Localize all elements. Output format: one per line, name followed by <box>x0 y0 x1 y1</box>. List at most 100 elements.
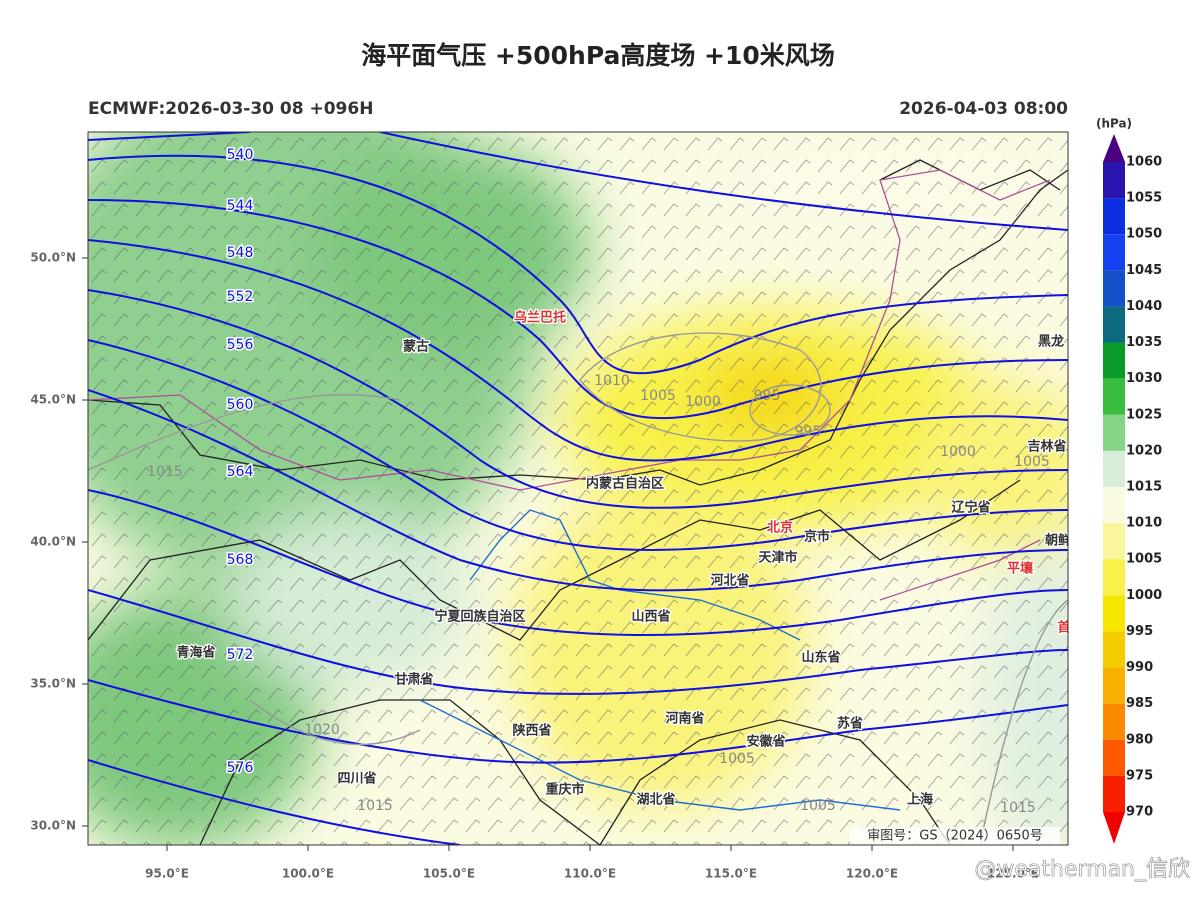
place-label: 内蒙古自治区 <box>586 476 664 492</box>
height-contour-label: 576 <box>227 760 254 776</box>
pressure-contour-label: 1015 <box>1000 800 1036 816</box>
height-contour-label: 540 <box>227 147 254 163</box>
lon-tick-label: 105.0°E <box>423 867 475 881</box>
height-contour-label: 572 <box>227 647 254 663</box>
pressure-contour-label: 1005 <box>800 798 836 814</box>
place-label: 河南省 <box>665 711 704 727</box>
colorbar-cap <box>1103 134 1125 162</box>
place-label: 上海 <box>907 792 933 808</box>
colorbar-segment <box>1103 450 1125 487</box>
pressure-contour-label: 1015 <box>147 464 183 480</box>
place-label: 河北省 <box>710 573 749 589</box>
height-contour-label: 560 <box>227 397 254 413</box>
place-label: 京市 <box>804 529 830 545</box>
place-label: 天津市 <box>758 550 797 566</box>
colorbar-segment <box>1103 270 1125 307</box>
pressure-contour-label: 1010 <box>594 373 630 389</box>
height-contour-label: 552 <box>227 289 254 305</box>
pressure-contour-label: 1000 <box>940 444 976 460</box>
colorbar-label: 1060 <box>1126 155 1162 170</box>
colorbar-segment <box>1103 775 1125 812</box>
pressure-contour-label: 995 <box>795 424 822 440</box>
place-label: 陕西省 <box>512 723 551 739</box>
colorbar-segment <box>1103 487 1125 524</box>
lat-tick-label: 45.0°N <box>30 393 76 407</box>
place-label: 青海省 <box>176 645 215 661</box>
colorbar-label: 1030 <box>1126 371 1162 386</box>
pressure-contour-label: 1020 <box>304 722 340 738</box>
colorbar-segment <box>1103 378 1125 415</box>
colorbar-label: 1040 <box>1126 299 1162 314</box>
pressure-contour-label: 1005 <box>719 751 755 767</box>
lat-tick-label: 40.0°N <box>30 535 76 549</box>
place-label: 黑龙 <box>1038 334 1064 350</box>
place-label: 乌兰巴托 <box>514 310 566 326</box>
place-label: 宁夏回族自治区 <box>434 609 525 625</box>
place-label: 平壤 <box>1007 561 1034 577</box>
lon-tick-label: 120.0°E <box>846 867 898 881</box>
lat-tick-label: 35.0°N <box>30 677 76 691</box>
colorbar-label: 995 <box>1126 624 1153 639</box>
pressure-contour-label: 1005 <box>1014 454 1050 470</box>
run-info: ECMWF:2026-03-30 08 +096H <box>88 99 373 119</box>
height-contour-label: 556 <box>227 337 254 353</box>
place-label: 首 <box>1057 620 1070 636</box>
review-number: 审图号：GS（2024）0650号 <box>867 829 1043 844</box>
colorbar-segment <box>1103 198 1125 235</box>
watermark: @weatherman_信欣 <box>974 857 1190 882</box>
height-contour-label: 544 <box>227 198 254 214</box>
pressure-contour-label: 1000 <box>685 394 721 410</box>
colorbar-segment <box>1103 234 1125 271</box>
colorbar-segment <box>1103 414 1125 451</box>
map-frame <box>87 131 1069 846</box>
colorbar-segment <box>1103 523 1125 560</box>
lat-tick-label: 30.0°N <box>30 819 76 833</box>
lon-tick-label: 125.0°E <box>987 867 1039 881</box>
colorbar-segment <box>1103 162 1125 199</box>
colorbar-segment <box>1103 703 1125 740</box>
colorbar-label: 985 <box>1126 696 1153 711</box>
colorbar-label: 1045 <box>1126 263 1162 278</box>
place-label: 朝鲜 <box>1045 533 1071 549</box>
lon-tick-label: 95.0°E <box>145 867 189 881</box>
pressure-contour-label: 1015 <box>357 798 393 814</box>
place-label: 蒙古 <box>403 339 429 355</box>
colorbar-label: 1035 <box>1126 335 1162 350</box>
colorbar-label: 1050 <box>1126 227 1162 242</box>
colorbar-label: 1055 <box>1126 191 1162 206</box>
colorbar-label: 980 <box>1126 732 1153 747</box>
place-label: 辽宁省 <box>951 500 990 516</box>
colorbar-segment <box>1103 595 1125 632</box>
pressure-contour-label: 995 <box>754 388 781 404</box>
colorbar-label: 1010 <box>1126 516 1162 531</box>
colorbar-label: 990 <box>1126 660 1153 675</box>
colorbar-segment <box>1103 631 1125 668</box>
lon-tick-label: 100.0°E <box>282 867 334 881</box>
review-box <box>850 827 1060 845</box>
pressure-contour-label: 1005 <box>640 388 676 404</box>
place-label: 吉林省 <box>1027 439 1066 455</box>
place-label: 苏省 <box>837 716 863 732</box>
place-label: 山东省 <box>801 650 840 666</box>
lon-tick-label: 110.0°E <box>564 867 616 881</box>
map-area: 540 544 548 552 556 560 564 568 572 576 1015 1010 10… <box>88 132 1071 845</box>
colorbar-label: 1015 <box>1126 480 1162 495</box>
colorbar-label: 1000 <box>1126 588 1162 603</box>
lat-tick-label: 50.0°N <box>30 251 76 265</box>
colorbar-label: 975 <box>1126 768 1153 783</box>
height-contour-label: 568 <box>227 552 254 568</box>
colorbar-segment <box>1103 667 1125 704</box>
height-contour-label: 564 <box>227 464 254 480</box>
colorbar-segment <box>1103 306 1125 343</box>
colorbar-segment <box>1103 559 1125 596</box>
title: 海平面气压 +500hPa高度场 +10米风场 <box>361 41 835 70</box>
place-label: 四川省 <box>337 771 376 787</box>
colorbar-label: 1020 <box>1126 443 1162 458</box>
colorbar-unit: (hPa) <box>1096 117 1132 131</box>
place-label: 安徽省 <box>746 734 785 750</box>
lon-tick-label: 115.0°E <box>705 867 757 881</box>
colorbar-label: 1005 <box>1126 552 1162 567</box>
place-label: 湖北省 <box>636 792 675 808</box>
